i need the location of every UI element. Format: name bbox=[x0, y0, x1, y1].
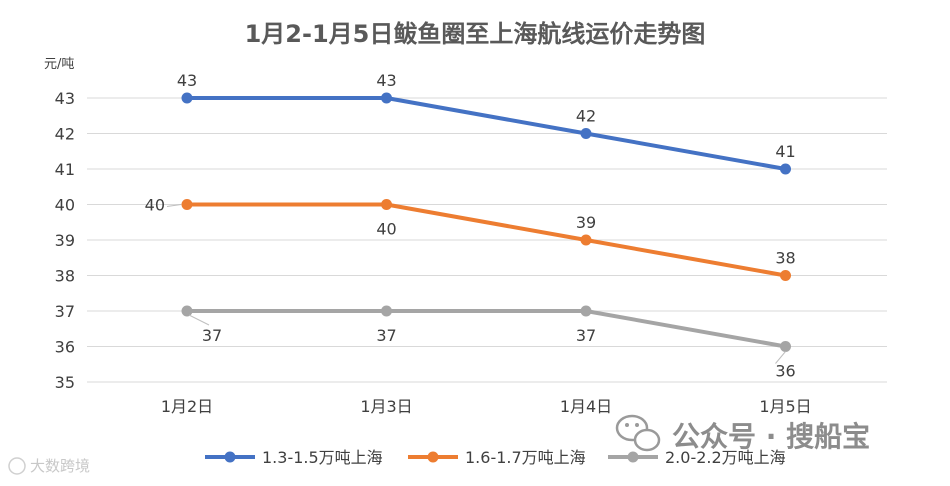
data-label: 36 bbox=[775, 362, 795, 381]
series-line bbox=[187, 309, 786, 349]
data-label: 42 bbox=[576, 107, 596, 126]
data-label: 41 bbox=[775, 142, 795, 161]
y-axis-unit: 元/吨 bbox=[44, 57, 74, 72]
y-tick-label: 40 bbox=[55, 196, 75, 215]
data-label: 38 bbox=[775, 249, 795, 268]
data-point bbox=[780, 341, 791, 352]
data-point bbox=[780, 270, 791, 281]
series-line bbox=[187, 96, 786, 171]
data-point bbox=[181, 305, 193, 317]
x-tick-label: 1月5日 bbox=[759, 397, 811, 416]
y-tick-label: 42 bbox=[55, 125, 75, 144]
data-label: 39 bbox=[576, 213, 596, 232]
leader-line bbox=[188, 314, 210, 326]
series-group bbox=[181, 92, 791, 352]
x-tick-label: 1月3日 bbox=[360, 397, 412, 416]
y-tick-label: 41 bbox=[55, 160, 75, 179]
data-point bbox=[181, 92, 193, 104]
y-tick-label: 38 bbox=[55, 267, 75, 286]
data-point bbox=[580, 305, 592, 317]
chart-title: 1月2-1月5日鲅鱼圈至上海航线运价走势图 bbox=[245, 20, 706, 48]
corner-watermark-text: 大数跨境 bbox=[30, 457, 90, 475]
legend: 1.3-1.5万吨上海 1.6-1.7万吨上海 2.0-2.2万吨上海 bbox=[205, 448, 786, 467]
y-axis: 35 36 37 38 39 40 41 42 43 bbox=[55, 89, 75, 392]
data-labels: 43 43 42 41 40 40 39 38 37 37 37 36 bbox=[145, 71, 796, 381]
data-point bbox=[580, 128, 592, 139]
y-tick-label: 36 bbox=[55, 338, 75, 357]
x-tick-label: 1月4日 bbox=[560, 397, 612, 416]
y-tick-label: 43 bbox=[55, 89, 75, 108]
data-point bbox=[381, 305, 392, 317]
data-label: 40 bbox=[145, 196, 165, 215]
x-axis: 1月2日 1月3日 1月4日 1月5日 bbox=[161, 397, 812, 416]
legend-label: 1.6-1.7万吨上海 bbox=[465, 448, 586, 467]
leader-line bbox=[775, 351, 786, 364]
wechat-icon bbox=[615, 414, 661, 452]
data-point bbox=[780, 163, 791, 175]
legend-label: 1.3-1.5万吨上海 bbox=[262, 448, 383, 467]
y-tick-label: 37 bbox=[55, 302, 75, 321]
data-label: 43 bbox=[177, 71, 197, 90]
y-tick-label: 39 bbox=[55, 231, 75, 250]
legend-swatch-marker bbox=[224, 451, 236, 463]
wechat-watermark: 公众号 · 搜船宝 bbox=[615, 414, 870, 453]
x-tick-label: 1月2日 bbox=[161, 397, 213, 416]
data-label: 37 bbox=[376, 326, 396, 345]
corner-watermark: 大数跨境 bbox=[8, 457, 90, 475]
legend-label: 2.0-2.2万吨上海 bbox=[665, 448, 786, 467]
legend-swatch-marker bbox=[427, 451, 439, 463]
watermark-text: 公众号 · 搜船宝 bbox=[672, 420, 870, 453]
data-label: 37 bbox=[202, 326, 222, 345]
data-point bbox=[580, 234, 592, 246]
data-point bbox=[381, 199, 392, 210]
leader-line bbox=[166, 204, 182, 207]
data-point bbox=[381, 92, 392, 104]
legend-swatch-marker bbox=[627, 451, 639, 463]
y-tick-label: 35 bbox=[55, 373, 75, 392]
data-label: 40 bbox=[376, 220, 396, 239]
series-line bbox=[187, 202, 786, 278]
data-label: 37 bbox=[576, 326, 596, 345]
data-point bbox=[181, 199, 193, 210]
data-label: 43 bbox=[376, 71, 396, 90]
